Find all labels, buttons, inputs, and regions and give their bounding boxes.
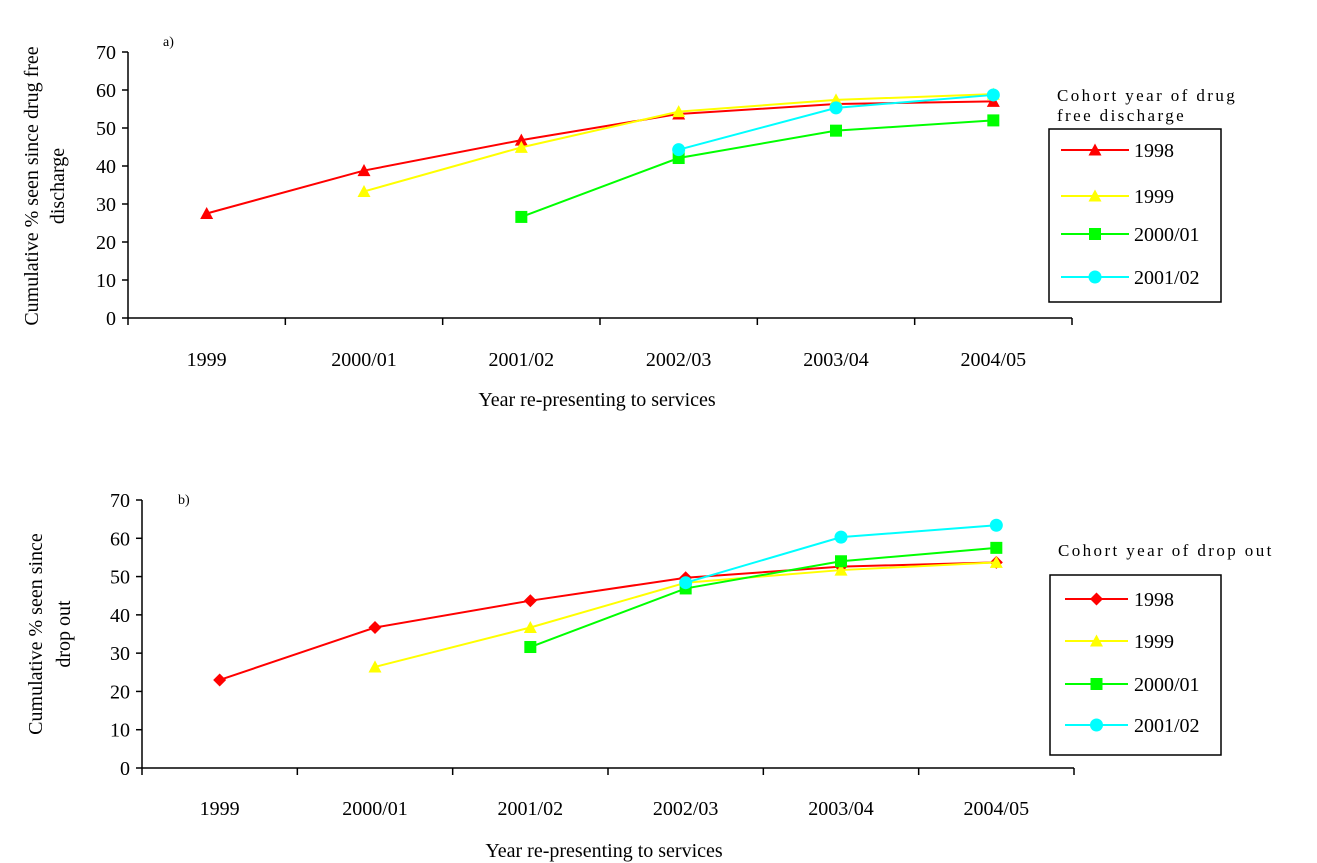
panel-a-x-tick-label: 2002/03 [646, 349, 712, 371]
panel-b-legend-marker [1090, 592, 1103, 606]
panel-a-legend-marker [1088, 270, 1102, 284]
panel-a-y-tick-label: 30 [96, 194, 116, 216]
panel-a-data-point [514, 140, 528, 153]
panel-a-legend-marker [1088, 143, 1102, 156]
panel-b-data-point [989, 555, 1003, 568]
panel-a-y-tick-label: 40 [96, 156, 116, 178]
panel-b-x-tick-label: 2003/04 [808, 798, 874, 820]
panel-b-y-tick-label: 50 [110, 567, 130, 589]
panel-b-data-point [523, 594, 537, 608]
panel-b-legend-label: 1998 [1134, 589, 1174, 611]
panel-b-data-point [834, 530, 848, 544]
panel-a-y-axis-title-line-2: discharge [47, 148, 69, 224]
panel-b-legend-label: 1999 [1134, 631, 1174, 653]
panel-b-legend-title: Cohort year of drop out [1058, 541, 1274, 560]
panel-a-legend-items: 1998 1999 2000/01 2001/02 [1061, 140, 1200, 289]
panel-a-legend-title-line-2: free discharge [1057, 106, 1186, 125]
panel-b-y-tick-label: 10 [110, 720, 130, 742]
panel-b-x-tick-label: 2001/02 [498, 798, 564, 820]
panel-b-legend-marker [1090, 678, 1103, 690]
panel-a-legend-label: 2001/02 [1134, 267, 1200, 289]
panel-b-data-point [213, 673, 227, 687]
panel-a: a) Cumulative % seen since drug free dis… [21, 35, 1237, 411]
panel-a-legend-title-line-1: Cohort year of drug [1057, 86, 1237, 105]
panel-b-y-tick-label: 60 [110, 528, 130, 550]
panel-a-legend-label: 1999 [1134, 186, 1174, 208]
panel-b-label: b) [178, 493, 190, 508]
panel-a-x-tick-label: 2001/02 [489, 349, 555, 371]
panel-a-x-tick-label: 2004/05 [961, 349, 1027, 371]
panel-b-legend-box [1049, 574, 1222, 756]
panel-a-data-point [200, 207, 214, 220]
panel-b-data-point [990, 541, 1003, 554]
panel-a-y-axis-title-line-1: Cumulative % seen since drug free [21, 46, 43, 325]
panel-a-data-point [672, 105, 686, 118]
panel-a-x-axis-title: Year re-presenting to services [478, 389, 716, 411]
panel-a-y-tick-label: 50 [96, 118, 116, 140]
panel-a-legend-marker [1088, 189, 1102, 202]
panel-a-y-tick-label: 0 [106, 308, 116, 330]
panel-b-y-tick-label: 20 [110, 681, 130, 703]
panel-b-data-point [523, 620, 537, 634]
panel-a-y-tick-label: 20 [96, 232, 116, 254]
panel-b-x-tick-label: 2000/01 [342, 798, 408, 820]
panel-b-y-tick-label: 40 [110, 605, 130, 627]
panel-a-x-tick-label: 1999 [187, 349, 227, 371]
panel-a-x-tick-label: 2000/01 [331, 349, 397, 371]
panel-a-legend-box [1048, 128, 1222, 303]
panel-a-legend-marker [1089, 228, 1101, 240]
panel-b-data-point [679, 576, 693, 590]
panel-a-y-tick-label: 10 [96, 270, 116, 292]
panel-b-x-axis-title: Year re-presenting to services [485, 840, 723, 862]
panel-b-y-tick-label: 0 [120, 758, 130, 780]
panel-a-data-point [515, 210, 528, 223]
panel-a-series [200, 87, 1000, 223]
panel-a-axes: 0 10 20 30 40 50 60 70 1999 2000/01 2001/02 2002/03… [96, 42, 1073, 371]
panel-a-series-line-1998 [206, 100, 994, 215]
panel-a-y-tick-label: 70 [96, 42, 116, 64]
panel-b-axes: 0 10 20 30 40 50 60 70 1999 2000/01 2001/02 2002/03… [110, 490, 1075, 820]
panel-b-y-tick-label: 30 [110, 643, 130, 665]
panel-b-data-point [368, 620, 382, 634]
panel-b-legend-label: 2000/01 [1134, 674, 1200, 696]
panel-a-data-point [986, 88, 1000, 102]
panel-b-legend-items: 1998 1999 2000/01 2001/02 [1065, 589, 1200, 737]
panel-b-legend-marker [1090, 634, 1103, 647]
panel-a-data-point [987, 114, 1000, 127]
panel-a-legend-label: 1998 [1134, 140, 1174, 162]
panel-a-data-point [514, 133, 528, 146]
panel-b-x-tick-label: 2004/05 [964, 798, 1030, 820]
panel-a-data-point [672, 143, 686, 157]
panel-b-x-tick-label: 1999 [200, 798, 240, 820]
panel-b-series [213, 518, 1003, 687]
panel-b-series-line-1998 [219, 561, 997, 681]
panel-a-y-tick-label: 60 [96, 80, 116, 102]
panel-b-data-point [834, 563, 848, 576]
panel-b: b) Cumulative % seen since drop out Year… [25, 490, 1274, 862]
panel-b-y-tick-label: 70 [110, 490, 130, 512]
panel-b-data-point [989, 518, 1003, 532]
panel-a-series-line-2000-01 [520, 119, 994, 218]
panel-a-data-point [830, 124, 842, 137]
panel-b-y-axis-title-line-1: Cumulative % seen since [25, 533, 47, 735]
panel-b-data-point [524, 641, 537, 654]
panel-b-data-point [368, 660, 382, 673]
panel-b-y-axis-title-line-2: drop out [53, 600, 75, 668]
panel-b-data-point [835, 555, 847, 568]
panel-a-legend-label: 2000/01 [1134, 224, 1200, 246]
panel-a-data-point [357, 164, 371, 177]
panel-a-data-point [357, 184, 371, 197]
panel-a-data-point [829, 101, 843, 115]
panel-b-x-tick-label: 2002/03 [653, 798, 719, 820]
panel-b-legend-marker [1090, 718, 1103, 732]
panel-a-x-tick-label: 2003/04 [803, 349, 869, 371]
panel-b-legend-label: 2001/02 [1134, 715, 1200, 737]
panel-b-series-line-2000-01 [529, 546, 997, 648]
panel-a-label: a) [163, 35, 174, 50]
